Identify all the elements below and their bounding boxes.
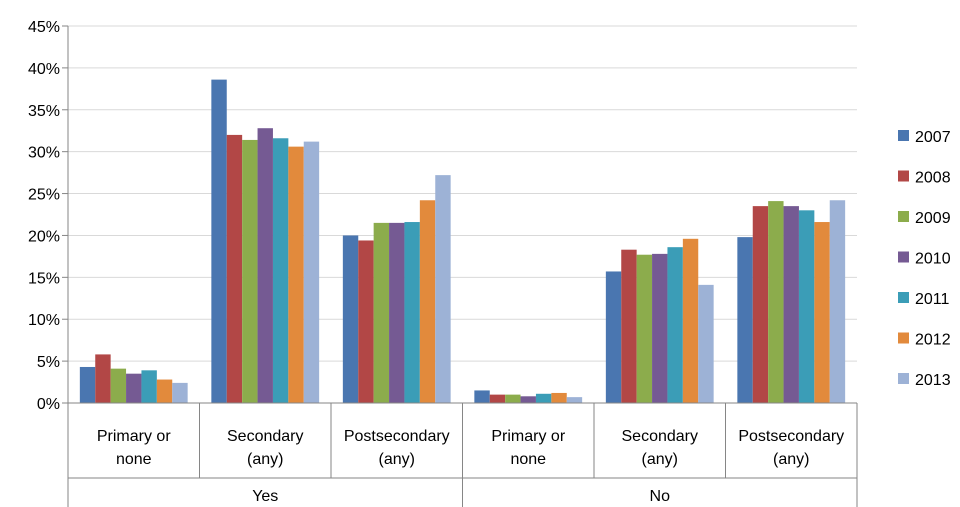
legend-label: 2007 <box>915 129 951 146</box>
category-label: Postsecondary <box>738 428 844 445</box>
bar-2013-cat-0 <box>172 382 188 403</box>
legend-swatch-2012 <box>898 332 909 344</box>
legend-swatch-2010 <box>898 251 909 263</box>
bar-2013-cat-3 <box>566 397 583 403</box>
legend-label: 2012 <box>915 332 951 349</box>
bar-2013-cat-1 <box>303 141 320 403</box>
bar-2008-cat-4 <box>621 249 637 403</box>
y-tick-label: 10% <box>28 312 60 329</box>
y-tick-label: 20% <box>28 228 60 245</box>
y-tick-label: 45% <box>28 19 60 36</box>
bar-2012-cat-3 <box>551 392 567 403</box>
group-label: Yes <box>252 488 278 505</box>
legend-swatch-2013 <box>898 373 909 384</box>
category-label: (any) <box>247 451 283 468</box>
bar-2008-cat-1 <box>226 134 243 403</box>
bar-2011-cat-5 <box>798 210 815 403</box>
bar-2010-cat-2 <box>389 222 405 403</box>
bar-2011-cat-4 <box>667 247 683 403</box>
bar-2009-cat-1 <box>242 139 258 403</box>
legend-swatch-2008 <box>898 170 909 182</box>
legend-label: 2013 <box>915 372 951 389</box>
bar-2008-cat-2 <box>358 240 374 403</box>
y-tick-label: 35% <box>28 103 60 120</box>
bar-2011-cat-2 <box>404 222 420 403</box>
bar-2007-cat-1 <box>211 79 227 404</box>
category-label: Secondary <box>622 428 699 445</box>
bar-2013-cat-5 <box>829 200 846 403</box>
bar-2012-cat-2 <box>419 200 436 403</box>
bar-2012-cat-1 <box>288 146 304 403</box>
y-tick-label: 25% <box>28 187 60 204</box>
category-label: Primary or <box>491 428 565 445</box>
bar-2008-cat-5 <box>752 206 769 403</box>
bar-2012-cat-0 <box>156 379 173 403</box>
group-label: No <box>650 488 671 505</box>
bar-2008-cat-3 <box>489 394 506 403</box>
y-tick-label: 40% <box>28 61 60 78</box>
bar-2007-cat-5 <box>737 237 753 403</box>
category-label: Postsecondary <box>344 428 450 445</box>
y-axis-ticks: 0% 5% 10% 15% 20% 25% 30% 35% 40% 45% <box>28 19 68 413</box>
bar-2012-cat-5 <box>814 222 830 403</box>
category-label: Secondary <box>227 428 304 445</box>
bar-2010-cat-1 <box>257 128 273 403</box>
y-tick-label: 0% <box>37 396 60 413</box>
bar-2007-cat-2 <box>342 235 359 403</box>
legend-swatch-2011 <box>898 292 909 303</box>
bar-2013-cat-2 <box>435 175 451 403</box>
legend: 2007 2008 2009 2010 2011 2012 2013 <box>898 129 951 389</box>
category-label: none <box>116 451 152 468</box>
bars <box>79 79 846 404</box>
y-tick-label: 5% <box>37 354 60 371</box>
bar-2009-cat-4 <box>636 254 653 403</box>
bar-2009-cat-0 <box>110 368 127 403</box>
category-label: Primary or <box>97 428 171 445</box>
axes <box>67 26 858 507</box>
bar-2013-cat-4 <box>698 284 714 403</box>
legend-label: 2010 <box>915 251 951 268</box>
bar-2007-cat-3 <box>474 390 490 403</box>
y-tick-label: 30% <box>28 145 60 162</box>
category-label: none <box>510 451 546 468</box>
category-label: (any) <box>773 451 809 468</box>
gridlines <box>68 25 857 362</box>
legend-swatch-2009 <box>898 211 909 222</box>
category-labels: Primary or none Secondary (any) Postsecondar… <box>97 428 844 505</box>
bar-2010-cat-3 <box>520 396 536 403</box>
legend-label: 2009 <box>915 210 951 227</box>
bar-2009-cat-2 <box>373 222 390 403</box>
bar-2010-cat-4 <box>652 253 668 403</box>
legend-label: 2008 <box>915 170 951 187</box>
legend-swatch-2007 <box>898 130 909 141</box>
bar-2012-cat-4 <box>682 238 699 403</box>
category-label: (any) <box>379 451 415 468</box>
category-label: (any) <box>642 451 678 468</box>
bar-2011-cat-3 <box>535 393 552 403</box>
bar-2010-cat-5 <box>783 206 799 403</box>
bar-2009-cat-5 <box>768 201 784 403</box>
legend-label: 2011 <box>915 291 950 308</box>
bar-2010-cat-0 <box>126 373 142 403</box>
bar-2007-cat-0 <box>79 366 96 403</box>
bar-2007-cat-4 <box>605 271 622 403</box>
bar-2008-cat-0 <box>95 354 111 403</box>
y-tick-label: 15% <box>28 270 60 287</box>
bar-2009-cat-3 <box>505 394 521 403</box>
bar-2011-cat-1 <box>272 138 289 404</box>
bar-2011-cat-0 <box>141 370 157 403</box>
